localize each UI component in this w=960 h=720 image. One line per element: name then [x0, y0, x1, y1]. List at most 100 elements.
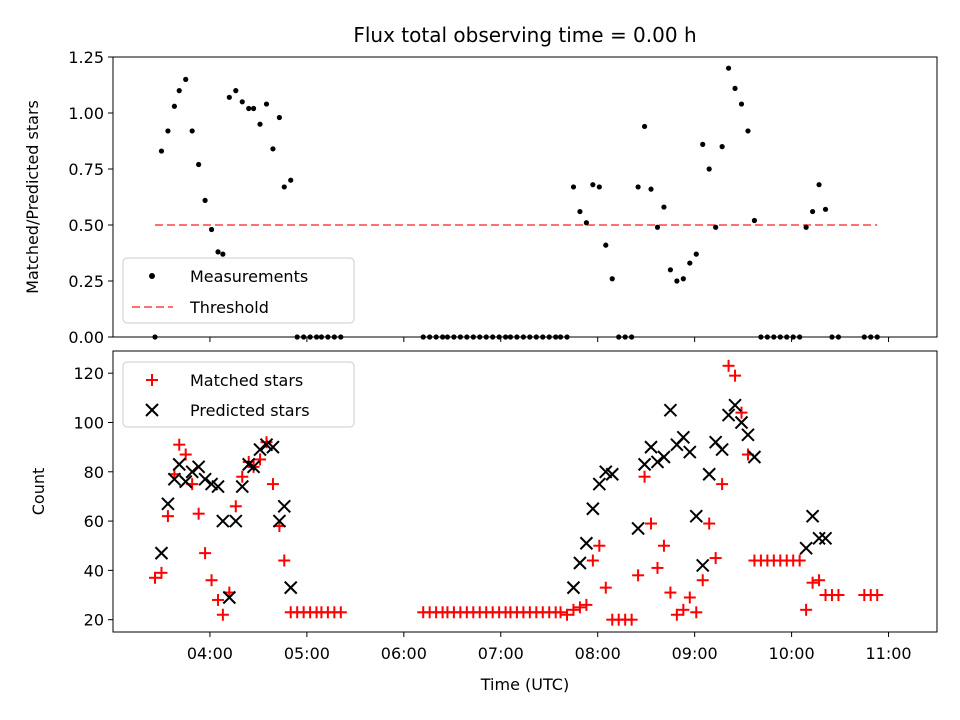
bottom-x-tick-label: 09:00 — [672, 644, 718, 663]
measurement-point — [281, 184, 287, 190]
matched-star-point — [205, 574, 218, 587]
matched-star-point — [599, 581, 612, 594]
matched-star-point — [690, 606, 703, 619]
predicted-star-point — [702, 467, 716, 481]
predicted-star-point — [277, 499, 291, 513]
bottom-y-tick-label: 80 — [84, 463, 104, 482]
matched-star-point — [664, 586, 677, 599]
matched-star-point — [709, 552, 722, 565]
predicted-star-point — [657, 450, 671, 464]
predicted-star-point — [734, 415, 749, 430]
predicted-star-point — [741, 428, 755, 442]
predicted-star-point — [222, 590, 237, 605]
matched-star-point — [645, 517, 658, 530]
matched-star-point — [716, 478, 729, 491]
predicted-star-point — [631, 521, 645, 536]
matched-star-point — [586, 554, 599, 567]
matched-star-point — [677, 603, 690, 616]
matched-star-point — [638, 470, 651, 483]
predicted-star-point — [728, 398, 742, 412]
bottom-legend-box — [122, 361, 355, 428]
predicted-star-point — [167, 472, 182, 486]
predicted-star-point — [799, 541, 813, 555]
bottom-x-axis-label: Time (UTC) — [480, 675, 569, 694]
matched-star-point — [567, 603, 580, 616]
measurement-point — [713, 224, 719, 230]
measurement-point — [208, 226, 215, 233]
matched-star-point — [800, 603, 813, 616]
measurement-point — [220, 251, 226, 257]
measurement-point — [577, 208, 583, 215]
predicted-star-point — [284, 580, 298, 595]
predicted-star-point — [573, 556, 587, 570]
measurement-point — [158, 148, 165, 154]
top-y-ticks: 0.00 0.25 0.50 0.75 1.00 1.25 — [68, 48, 113, 347]
measurement-point — [693, 251, 699, 257]
predicted-star-point — [650, 455, 665, 469]
measurement-point — [250, 105, 257, 112]
predicted-star-point — [721, 408, 736, 422]
measurement-point — [822, 206, 829, 212]
top-y-tick-label: 0.75 — [68, 160, 104, 179]
predicted-star-point — [154, 546, 169, 560]
matched-star-point — [696, 574, 709, 587]
predicted-star-point — [246, 460, 261, 474]
predicted-star-point — [272, 514, 287, 528]
predicted-star-point — [216, 514, 230, 528]
measurement-point — [263, 101, 270, 107]
measurement-point — [176, 88, 182, 94]
predicted-star-point — [715, 442, 729, 457]
predicted-star-point — [676, 430, 691, 444]
predicted-star-point — [253, 442, 267, 457]
matched-star-point — [651, 561, 664, 574]
measurement-point — [803, 224, 809, 230]
bottom-x-tick-label: 07:00 — [478, 644, 524, 663]
top-x-ticks — [209, 337, 890, 342]
predicted-star-point — [747, 450, 762, 464]
top-y-tick-label: 1.25 — [68, 48, 104, 67]
predicted-star-point — [592, 477, 607, 491]
predicted-star-point — [191, 460, 206, 474]
top-legend: Measurements Threshold — [122, 257, 355, 324]
measurement-point — [183, 76, 189, 82]
matched-star-point — [229, 500, 242, 513]
matched-star-point — [561, 608, 574, 621]
bottom-x-tick-label: 06:00 — [381, 644, 427, 663]
measurement-point — [700, 141, 706, 147]
matched-star-point — [554, 606, 567, 619]
legend-matched-label: Matched stars — [190, 371, 303, 390]
matched-star-point — [729, 369, 742, 382]
measurement-point — [257, 121, 263, 127]
matched-star-point — [832, 589, 845, 602]
predicted-star-point — [229, 514, 243, 528]
predicted-star-point — [818, 531, 833, 546]
predicted-star-point — [586, 502, 600, 516]
matched-star-point — [216, 608, 229, 621]
predicted-star-point — [663, 403, 678, 417]
matched-star-point — [149, 571, 162, 584]
matched-star-point — [212, 593, 225, 606]
predicted-star-point — [605, 467, 619, 481]
legend-matched-marker — [146, 374, 158, 386]
predicted-star-point — [566, 580, 581, 595]
matched-star-point — [722, 359, 735, 372]
measurement-point — [609, 276, 615, 282]
matched-star-point — [593, 539, 606, 552]
top-panel: Flux total observing time = 0.00 h 0.000… — [23, 23, 938, 347]
measurement-point — [641, 123, 648, 130]
measurement-point — [661, 204, 667, 210]
matched-star-point — [260, 436, 273, 449]
measurement-point — [732, 85, 738, 91]
matched-star-point — [871, 589, 884, 602]
predicted-star-point — [266, 440, 280, 454]
bottom-x-tick-label: 10:00 — [769, 644, 815, 663]
legend-threshold-label: Threshold — [189, 298, 269, 317]
measurement-point — [590, 182, 596, 188]
measurement-point — [751, 217, 758, 224]
matched-star-point — [236, 470, 249, 483]
measurement-point — [680, 276, 686, 282]
bottom-y-tick-label: 20 — [84, 611, 104, 630]
bottom-y-ticks: 20 40 60 80 100 120 — [73, 364, 113, 630]
matched-star-point — [683, 591, 696, 604]
